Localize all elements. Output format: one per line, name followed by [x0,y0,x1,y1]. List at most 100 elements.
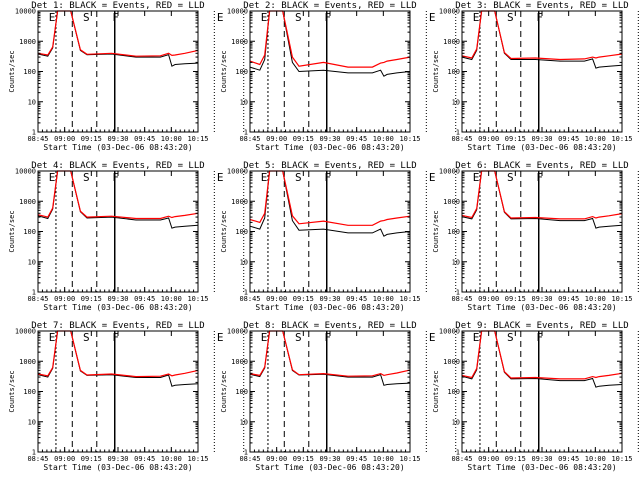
chart-title: Det 2: BLACK = Events, RED = LLD [243,1,416,11]
series-line-lld [249,330,411,377]
x-tick-label: 09:15 [505,135,526,143]
chart-title: Det 3: BLACK = Events, RED = LLD [455,1,628,11]
series-line-lld [37,170,199,220]
x-tick-label: 09:45 [346,295,367,303]
event-marker-label: E [429,11,436,24]
y-tick-label: 1000 [443,358,460,366]
y-tick-label: 10000 [439,168,460,176]
plot-frame [461,170,623,293]
x-tick-label: 09:15 [81,455,102,463]
y-tick-label: 10 [28,258,36,266]
x-tick-label: 10:00 [373,135,394,143]
y-tick-label: 10 [240,258,248,266]
x-tick-label: 09:45 [558,455,579,463]
y-tick-label: 10 [28,98,36,106]
event-marker-label: F [324,171,331,184]
y-tick-label: 1000 [443,198,460,206]
series-line-lld [249,170,411,226]
y-tick-label: 100 [235,68,248,76]
series-line-lld [461,170,623,220]
x-tick-label: 09:15 [293,135,314,143]
y-tick-label: 10000 [15,168,36,176]
event-marker-label: E [49,331,56,344]
y-tick-label: 1 [456,289,460,297]
event-marker-label: E [473,11,480,24]
event-marker-label: F [112,171,119,184]
event-marker-label: S [507,171,514,184]
x-tick-label: 10:00 [585,295,606,303]
x-axis-label: Start Time (03-Dec-06 08:43:20) [43,303,192,312]
x-tick-label: 08:45 [451,295,472,303]
x-tick-label: 09:30 [319,295,340,303]
y-axis-label: Counts/sec [432,50,440,92]
x-tick-label: 09:00 [478,455,499,463]
x-tick-label: 10:00 [373,455,394,463]
y-axis-label: Counts/sec [432,210,440,252]
x-tick-label: 09:15 [293,295,314,303]
y-tick-label: 1000 [231,38,248,46]
y-tick-label: 100 [447,388,460,396]
y-tick-label: 1 [244,289,248,297]
y-tick-label: 10 [452,418,460,426]
event-marker-label: F [112,11,119,24]
x-tick-label: 10:00 [161,135,182,143]
chart-panel-6: Det 6: BLACK = Events, RED = LLDESFE1101… [432,161,639,312]
event-marker-label: S [295,171,302,184]
event-marker-label: E [261,331,268,344]
x-tick-label: 09:30 [319,135,340,143]
event-marker-label: F [324,331,331,344]
y-tick-label: 10000 [439,328,460,336]
event-marker-label: F [112,331,119,344]
x-tick-label: 09:00 [478,135,499,143]
x-tick-label: 09:45 [346,455,367,463]
x-tick-label: 09:45 [134,135,155,143]
x-tick-label: 10:15 [187,135,208,143]
x-tick-label: 09:30 [107,295,128,303]
event-marker-label: E [217,171,224,184]
event-marker-label: S [83,171,90,184]
x-axis-label: Start Time (03-Dec-06 08:43:20) [43,463,192,472]
y-tick-label: 1 [32,129,36,137]
x-tick-label: 08:45 [27,295,48,303]
x-tick-label: 10:00 [585,455,606,463]
series-line-lld [37,10,199,57]
y-tick-label: 1 [244,129,248,137]
x-tick-label: 09:15 [505,455,526,463]
x-tick-label: 10:15 [399,455,420,463]
x-tick-label: 10:15 [399,295,420,303]
x-axis-label: Start Time (03-Dec-06 08:43:20) [255,143,404,152]
y-tick-label: 100 [235,228,248,236]
y-tick-label: 10 [28,418,36,426]
plot-frame [461,10,623,133]
event-marker-label: F [536,331,543,344]
x-axis-label: Start Time (03-Dec-06 08:43:20) [255,303,404,312]
event-marker-label: E [261,171,268,184]
plot-frame [249,330,411,453]
y-tick-label: 10 [240,98,248,106]
x-tick-label: 09:30 [531,295,552,303]
event-marker-label: E [49,11,56,24]
event-marker-label: E [429,171,436,184]
x-axis-label: Start Time (03-Dec-06 08:43:20) [43,143,192,152]
x-tick-label: 09:00 [54,455,75,463]
event-marker-label: E [49,171,56,184]
plot-frame [249,10,411,133]
event-marker-label: E [217,11,224,24]
x-tick-label: 09:15 [505,295,526,303]
x-tick-label: 10:15 [611,135,632,143]
event-marker-label: S [507,11,514,24]
x-tick-label: 09:45 [558,295,579,303]
x-tick-label: 09:30 [107,455,128,463]
x-tick-label: 10:15 [611,295,632,303]
y-tick-label: 10 [240,418,248,426]
y-axis-label: Counts/sec [8,50,16,92]
event-marker-label: S [507,331,514,344]
x-tick-label: 09:45 [134,295,155,303]
y-axis-label: Counts/sec [432,370,440,412]
y-tick-label: 1 [32,289,36,297]
y-tick-label: 10000 [439,8,460,16]
y-tick-label: 100 [447,68,460,76]
